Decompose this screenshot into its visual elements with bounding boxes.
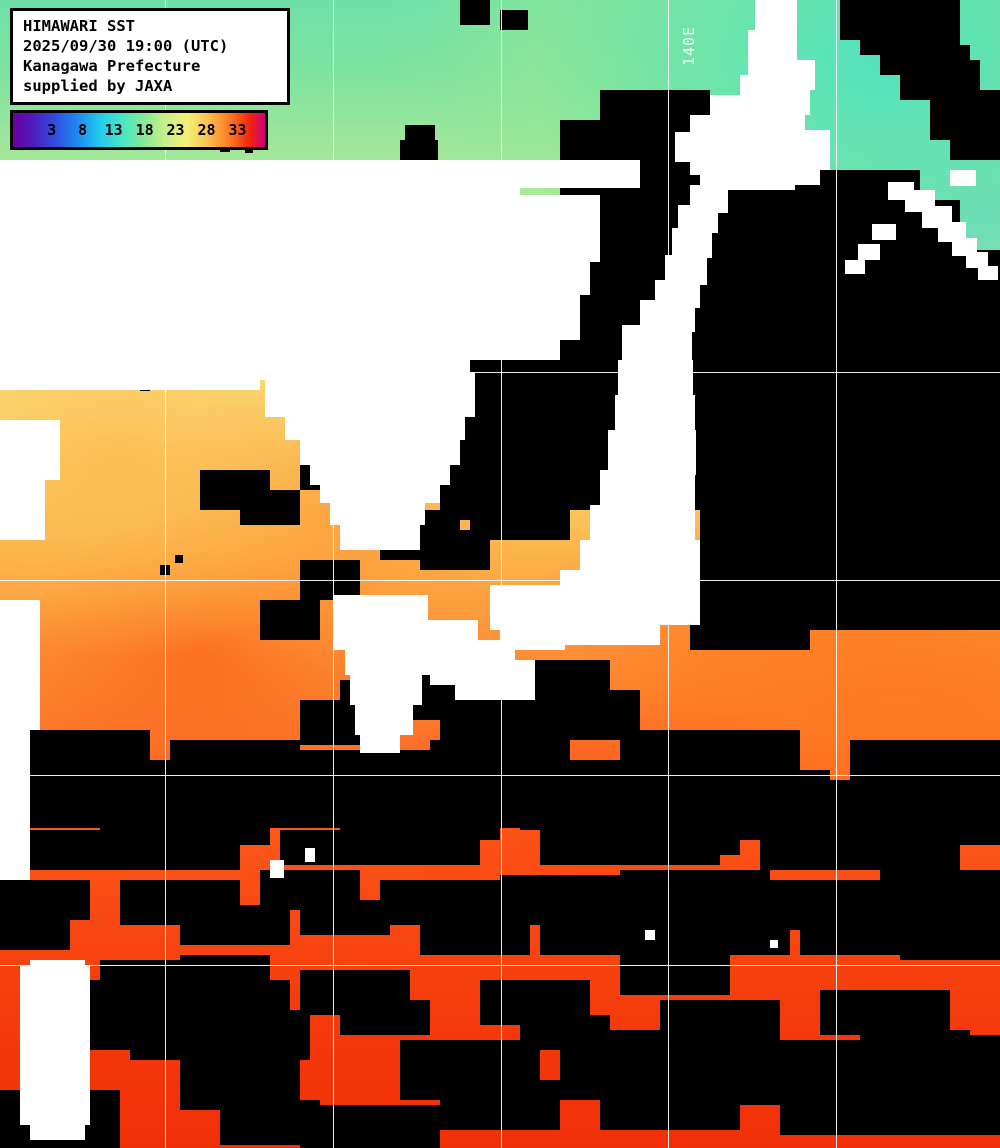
legend-timestamp: 2025/09/30 19:00 (UTC): [23, 37, 229, 55]
cloud-mask-patch: [900, 915, 1000, 960]
legend-title: HIMAWARI SST: [23, 17, 135, 35]
graticule-parallel: [0, 775, 1000, 776]
land-mask-patch: [938, 222, 966, 242]
land-mask-patch: [845, 260, 865, 274]
land-mask-patch: [305, 848, 315, 862]
land-mask-patch: [672, 228, 712, 258]
land-mask-patch: [455, 660, 535, 700]
land-mask-patch: [872, 224, 896, 240]
land-mask-patch: [615, 395, 695, 437]
land-mask-patch: [748, 30, 778, 100]
cloud-mask-patch: [0, 880, 90, 920]
cloud-mask-patch: [900, 1080, 1000, 1135]
land-mask-patch: [0, 470, 45, 540]
colorbar-tick-13: 13: [104, 121, 123, 139]
graticule-parallel: [0, 372, 1000, 373]
land-mask-patch: [0, 300, 170, 390]
land-mask-patch: [950, 170, 976, 186]
legend-credit: supplied by JAXA: [23, 77, 173, 95]
land-mask-patch: [600, 470, 695, 515]
graticule-parallel: [0, 965, 1000, 966]
land-mask-patch: [340, 515, 420, 550]
cloud-mask-patch: [240, 490, 300, 525]
land-mask-patch: [775, 130, 830, 170]
land-mask-patch: [770, 940, 778, 948]
cloud-mask-patch: [175, 555, 183, 563]
land-mask-patch: [270, 860, 284, 878]
land-mask-patch: [608, 430, 696, 475]
land-mask-patch: [360, 715, 400, 753]
colorbar-tick-28: 28: [197, 121, 216, 139]
legend-region: Kanagawa Prefecture: [23, 57, 201, 75]
cloud-mask-patch: [860, 1030, 970, 1070]
cloud-mask-patch: [600, 1075, 740, 1130]
cloud-mask-patch: [500, 10, 528, 30]
graticule-label-140e: 140E: [680, 25, 698, 66]
land-mask-patch: [858, 244, 880, 260]
graticule-meridian: [668, 0, 669, 1148]
cloud-mask-patch: [460, 0, 490, 25]
cloud-mask-patch: [470, 470, 570, 540]
land-mask-patch: [618, 360, 693, 400]
cloud-mask-patch: [130, 1010, 310, 1060]
land-mask-patch: [0, 640, 30, 780]
land-mask-patch: [952, 238, 977, 256]
cloud-mask-patch: [300, 900, 390, 935]
cloud-mask-patch: [620, 955, 730, 995]
cloud-mask-patch: [0, 915, 70, 950]
cloud-mask-patch: [440, 1080, 560, 1130]
legend-info-box: HIMAWARI SST 2025/09/30 19:00 (UTC) Kana…: [10, 8, 290, 105]
cloud-mask-patch: [820, 990, 950, 1035]
colorbar-tick-8: 8: [78, 121, 88, 139]
graticule-parallel: [0, 580, 1000, 581]
colorbar-tick-labels: 3 8 13 18 23 28 33: [13, 113, 265, 147]
colorbar-gradient: [13, 113, 265, 147]
graticule-meridian: [165, 0, 166, 1148]
colorbar-tick-3: 3: [47, 121, 57, 139]
cloud-mask-patch: [540, 830, 720, 865]
cloud-mask-patch: [0, 800, 1000, 828]
cloud-mask-patch: [180, 955, 270, 985]
land-mask-patch: [645, 930, 655, 940]
cloud-mask-patch: [840, 500, 1000, 600]
cloud-mask-patch: [300, 1105, 440, 1148]
cloud-mask-patch: [420, 530, 490, 570]
land-mask-patch: [888, 182, 914, 200]
land-mask-patch: [675, 132, 720, 162]
land-mask-patch: [665, 255, 707, 285]
colorbar-tick-23: 23: [166, 121, 185, 139]
land-mask-patch: [45, 1030, 90, 1110]
colorbar-tick-18: 18: [135, 121, 154, 139]
cloud-mask-patch: [760, 830, 960, 870]
graticule-meridian: [836, 0, 837, 1148]
land-mask-patch: [966, 252, 988, 268]
cloud-mask-patch: [520, 1015, 610, 1050]
land-mask-patch: [978, 266, 998, 280]
land-mask-patch: [0, 760, 30, 880]
sst-colorbar: 3 8 13 18 23 28 33: [10, 110, 268, 150]
cloud-mask-patch: [700, 1040, 800, 1080]
cloud-mask-patch: [340, 1000, 430, 1035]
colorbar-tick-33: 33: [228, 121, 247, 139]
graticule-meridian: [333, 0, 334, 1148]
cloud-mask-patch: [0, 830, 240, 870]
graticule-meridian: [501, 0, 502, 1148]
cloud-mask-patch: [950, 120, 1000, 160]
cloud-mask-patch: [180, 905, 290, 945]
cloud-mask-patch: [260, 600, 320, 640]
